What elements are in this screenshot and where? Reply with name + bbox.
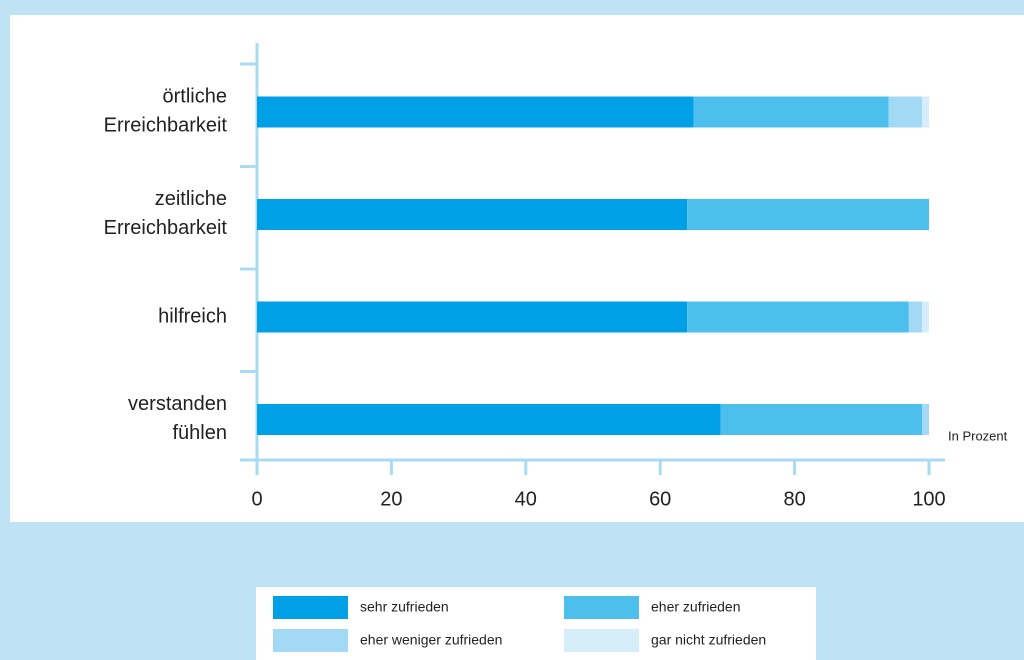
legend-swatch (564, 629, 639, 652)
x-tick-label: 0 (251, 488, 262, 510)
y-tick-label: örtliche Erreichbarkeit (104, 86, 228, 137)
x-tick-label: 40 (515, 488, 537, 510)
legend-swatch (273, 596, 348, 619)
bar-segment (257, 404, 721, 435)
y-tick-label: hilfreich (158, 305, 227, 327)
x-tick-label: 60 (649, 488, 671, 510)
bar-segment (693, 96, 889, 128)
x-tick-label: 20 (380, 488, 402, 510)
bar-segment (257, 301, 688, 333)
x-tick-label: 80 (783, 488, 805, 510)
legend-swatch (273, 629, 348, 652)
bar-segment (687, 199, 929, 230)
legend-label: sehr zufrieden (360, 599, 449, 615)
y-tick-label: zeitliche Erreichbarkeit (104, 188, 228, 239)
legend-label: eher zufrieden (651, 599, 741, 615)
bar-segment (922, 96, 929, 128)
legend-swatch (564, 596, 639, 619)
legend-label: eher weniger zufrieden (360, 632, 502, 648)
bar-segment (687, 301, 909, 333)
bar-segment (720, 404, 923, 435)
bar-segment (908, 301, 923, 333)
bar-segment (888, 96, 923, 128)
x-tick-label: 100 (912, 488, 945, 510)
bar-segment (257, 199, 688, 230)
x-axis-label: In Prozent (948, 428, 1008, 443)
bar-segment (922, 301, 929, 333)
bar-segment (257, 96, 694, 128)
legend-label: gar nicht zufrieden (651, 632, 766, 648)
y-tick-label: verstanden fühlen (128, 393, 227, 444)
bar-segment (922, 404, 929, 435)
legend-box (256, 587, 816, 660)
